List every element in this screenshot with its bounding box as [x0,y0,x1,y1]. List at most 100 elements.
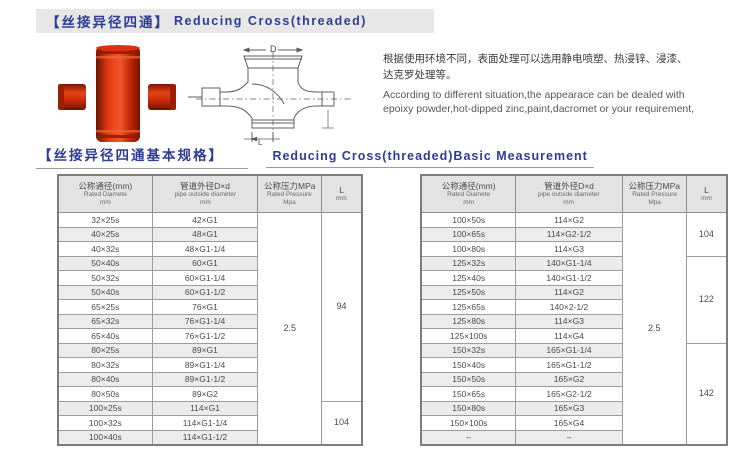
rated-diameter-cell: 65×32s [57,313,153,329]
pipe-outside-diameter-cell: 42×G1 [151,212,259,228]
column-header-col1: 公称通径(mm) Rated Diamete mm [57,174,153,213]
page-title-banner: 【丝接异径四通】 Reducing Cross(threaded) [36,9,434,33]
rated-diameter-cell: 125×50s [420,284,517,300]
column-header-col2: 管道外径D×d pipe outside diameter mm [151,174,259,213]
rated-diameter-cell: 125×32s [420,255,517,271]
rated-diameter-cell: 40×32s [57,241,153,257]
length-l-cell: 142 [685,342,728,446]
description-chinese-line1: 根据使用环境不同，表面处理可以选用静电喷塑、热浸锌、浸漆、 [383,53,688,65]
dimension-label-d: D [270,44,277,54]
table-row: 80×40s 89×G1-1/2 [57,371,362,387]
rated-diameter-cell: 32×25s [57,212,153,228]
pipe-outside-diameter-cell: – [515,429,623,446]
column-header-col2: 管道外径D×d pipe outside diameter mm [515,174,623,213]
pipe-outside-diameter-cell: 60×G1-1/2 [151,284,259,300]
spec-section-heading: 【丝接异径四通基本规格】 Reducing Cross(threaded)Bas… [36,144,594,169]
table-row: 150×40s 165×G1-1/2 [420,357,727,373]
rated-diameter-cell: 50×40s [57,255,153,271]
description-english-line1: According to different situation,the app… [383,88,685,101]
table-row: 50×40s 60×G1 [57,255,362,271]
rated-diameter-cell: 150×65s [420,386,517,402]
table-row: 150×32s 165×G1-1/4 142 [420,342,728,446]
spec-table-left: 公称通径(mm) Rated Diamete mm 管道外径D×d pipe outsi… [57,174,363,446]
table-row: 65×32s 76×G1-1/4 [57,313,362,329]
rated-diameter-cell: 150×50s [420,371,517,387]
table-row: 50×40s 60×G1-1/2 [57,284,362,300]
table-row: 150×50s 165×G2 [420,371,727,387]
rated-diameter-cell: 80×40s [57,371,153,387]
rated-diameter-cell: 150×80s [420,400,517,416]
rated-pressure-cell: 2.5 [257,212,323,446]
rated-pressure-cell: 2.5 [621,212,687,446]
pipe-outside-diameter-cell: 76×G1-1/4 [151,313,259,329]
pipe-outside-diameter-cell: 114×G2 [515,284,623,300]
product-photo [56,44,178,144]
pipe-outside-diameter-cell: 76×G1-1/2 [151,328,259,344]
pipe-outside-diameter-cell: 114×G1 [151,400,259,416]
table-row: 125×32s 140×G1-1/4 122 [420,255,728,344]
rated-diameter-cell: – [420,429,517,446]
table-row: 80×32s 89×G1-1/4 [57,357,362,373]
table-row: 150×80s 165×G3 [420,400,727,416]
length-l-cell: 104 [685,212,728,257]
table-row: 32×25s 42×G1 2.5 94 [57,212,363,446]
pipe-outside-diameter-cell: 165×G1-1/4 [515,342,623,358]
rated-diameter-cell: 40×25s [57,226,153,242]
pipe-outside-diameter-cell: 48×G1-1/4 [151,241,259,257]
rated-diameter-cell: 125×80s [420,313,517,329]
spec-heading-chinese: 【丝接异径四通基本规格】 [36,144,248,169]
spec-heading-english: Reducing Cross(threaded)Basic Measuremen… [266,149,594,168]
rated-diameter-cell: 125×40s [420,270,517,286]
table-row: 125×40s 140×G1-1/2 [420,270,727,286]
rated-diameter-cell: 80×25s [57,342,153,358]
table-row: 100×65s 114×G2-1/2 [420,226,727,242]
spec-table-right: 公称通径(mm) Rated Diamete mm 管道外径D×d pipe outsi… [420,174,728,446]
table-row: 100×25s 114×G1 104 [57,400,363,446]
reducing-cross-photo-icon [58,45,176,142]
pipe-outside-diameter-cell: 60×G1 [151,255,259,271]
table-row: – – [420,429,727,446]
rated-diameter-cell: 65×25s [57,299,153,315]
table-row: 125×80s 114×G3 [420,313,727,329]
page-title-english: Reducing Cross(threaded) [174,14,367,28]
pipe-outside-diameter-cell: 89×G1 [151,342,259,358]
rated-diameter-cell: 150×100s [420,415,517,431]
pipe-outside-diameter-cell: 165×G2-1/2 [515,386,623,402]
length-l-cell: 104 [321,400,363,446]
table-row: 125×50s 114×G2 [420,284,727,300]
column-header-col3: 公称压力MPa Rated Pressure Mpa [257,174,323,213]
table-row: 100×40s 114×G1-1/2 [57,429,362,446]
pipe-outside-diameter-cell: 165×G3 [515,400,623,416]
table-row: 65×40s 76×G1-1/2 [57,328,362,344]
table-row: 40×32s 48×G1-1/4 [57,241,362,257]
description-chinese-line2: 达克罗处理等。 [383,68,457,81]
pipe-outside-diameter-cell: 60×G1-1/4 [151,270,259,286]
pipe-outside-diameter-cell: 89×G1-1/4 [151,357,259,373]
dimension-label-l: L [258,138,263,146]
rated-diameter-cell: 100×50s [420,212,517,228]
table-row: 100×80s 114×G3 [420,241,727,257]
rated-diameter-cell: 100×25s [57,400,153,416]
pipe-outside-diameter-cell: 76×G1 [151,299,259,315]
technical-drawing: D L [182,44,364,147]
pipe-outside-diameter-cell: 140×G1-1/4 [515,255,623,271]
pipe-outside-diameter-cell: 165×G1-1/2 [515,357,623,373]
rated-diameter-cell: 150×32s [420,342,517,358]
pipe-outside-diameter-cell: 114×G1-1/2 [151,429,259,446]
column-header-col1: 公称通径(mm) Rated Diamete mm [420,174,517,213]
column-header-col3: 公称压力MPa Rated Pressure Mpa [621,174,687,213]
rated-diameter-cell: 80×50s [57,386,153,402]
cross-section-drawing-icon: D L [188,44,352,147]
rated-diameter-cell: 50×40s [57,284,153,300]
pipe-outside-diameter-cell: 89×G1-1/2 [151,371,259,387]
pipe-outside-diameter-cell: 48×G1 [151,226,259,242]
pipe-outside-diameter-cell: 165×G2 [515,371,623,387]
pipe-outside-diameter-cell: 114×G3 [515,241,623,257]
table-row: 80×50s 89×G2 [57,386,362,402]
description-english-line2: epoixy powder,hot-dipped zinc,paint,dacr… [383,103,695,116]
pipe-outside-diameter-cell: 114×G2-1/2 [515,226,623,242]
rated-diameter-cell: 100×32s [57,415,153,431]
pipe-outside-diameter-cell: 165×G4 [515,415,623,431]
